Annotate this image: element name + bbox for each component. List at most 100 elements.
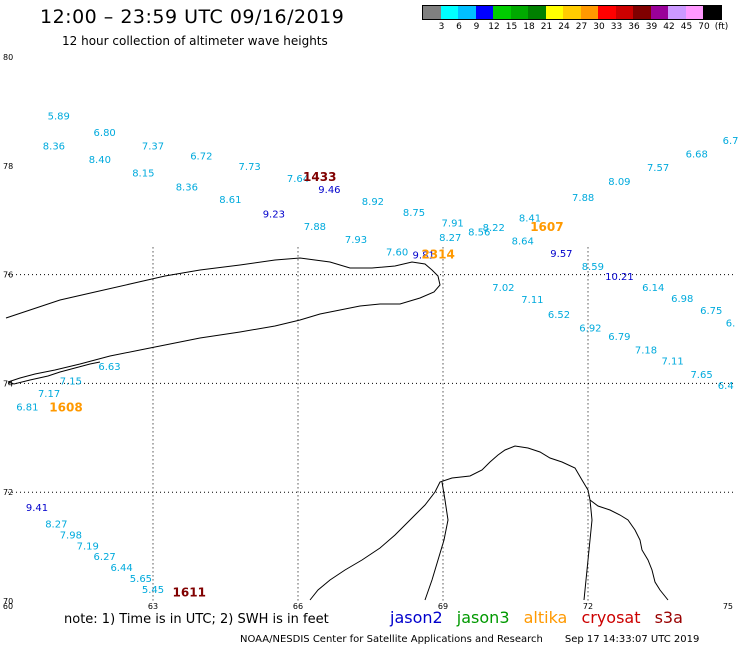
lat-axis-label: 76 [3,271,13,280]
wave-height-value: 6.79 [608,332,630,343]
legend-s3a: s3a [654,608,683,627]
wave-height-value: 7.64 [287,174,309,185]
pass-time-label: 1607 [530,220,563,234]
scale-label: (ft) [714,22,729,32]
scale-swatch [458,6,476,19]
page-title: 12:00 – 23:59 UTC 09/16/2019 [40,6,345,28]
pass-time-label: 1611 [173,586,206,600]
scale-label: 42 [663,22,675,32]
wave-height-value: 7.15 [60,376,82,387]
wave-height-value: 8.56 [468,227,490,238]
lon-axis-label: 66 [293,602,303,611]
wave-height-value: 6.27 [94,552,116,563]
footer-timestamp: Sep 17 14:33:07 UTC 2019 [564,634,700,645]
scale-swatch [685,6,703,19]
legend-jason3: jason3 [456,608,510,627]
scale-swatch [668,6,686,19]
wave-height-value: 6.68 [686,150,708,161]
wave-height-value: 6.98 [671,294,693,305]
footer-agency: NOAA/NESDIS Center for Satellite Applica… [240,634,543,645]
scale-label: 9 [473,22,480,32]
lon-axis-label: 72 [583,602,593,611]
scale-label: 33 [610,22,623,32]
scale-label: 45 [680,22,693,32]
lon-axis-label: 75 [723,602,733,611]
scale-swatch [545,6,563,19]
lat-axis-label: 70 [3,597,13,606]
wave-height-value: 6. [726,318,736,329]
legend-altika: altika [523,608,568,627]
scale-label: 21 [540,22,553,32]
wave-height-value: 5.89 [48,112,70,123]
pass-time-label: 1433 [303,170,336,184]
wave-height-value: 7.88 [572,193,594,204]
wave-height-value: 5.65 [130,574,152,585]
footer: NOAA/NESDIS Center for Satellite Applica… [240,634,699,645]
lon-axis-label: 69 [438,602,448,611]
scale-swatch [423,6,441,19]
wave-height-value: 7.17 [38,389,60,400]
pass-time-labels: 1433 1607 2314 1608 1611 [49,170,563,600]
wave-height-value: 7.88 [304,222,326,233]
pass-time-label: 1608 [49,401,82,415]
wave-height-value: 6.14 [642,283,664,294]
legend-jason2: jason2 [390,608,443,627]
wave-height-value: 8.09 [608,177,630,188]
wave-height-value: 7.18 [635,345,657,356]
scale-label: 3 [438,22,445,32]
color-scale-bar [422,5,722,20]
lat-axis-label: 78 [3,162,13,171]
wave-height-value: 6.81 [16,403,38,414]
page-subtitle: 12 hour collection of altimeter wave hei… [62,34,328,48]
wave-height-points: 5.89 6.80 7.37 6.72 7.73 7.64 8.36 8.40 8.15 8.36… [16,112,738,596]
scale-label: 18 [523,22,535,32]
wave-height-value: 8.27 [45,520,67,531]
wave-height-value: 6.4 [718,381,734,392]
legend-cryosat: cryosat [581,608,641,627]
wave-height-value: 8.15 [132,169,154,180]
wave-height-value: 10.21 [605,272,634,283]
scale-label: 70 [698,22,710,32]
wave-height-value: 7.37 [142,141,164,152]
wave-height-value: 7.60 [386,248,408,259]
scale-label: 15 [505,22,518,32]
scale-swatch [440,6,458,19]
wave-height-value: 5.45 [142,585,164,596]
coastline-novaya-zemlya-south [7,361,101,385]
wave-height-value: 7.57 [647,163,669,174]
lat-axis-label: 74 [3,379,13,388]
scale-swatch [650,6,668,19]
wave-height-value: 6.44 [110,563,132,574]
wave-height-value: 7.65 [690,370,712,381]
scale-label: 24 [558,22,570,32]
wave-height-value: 8.41 [519,213,541,224]
wave-height-value: 6.63 [98,362,120,373]
lon-axis-label: 63 [148,602,158,611]
wave-height-value: 7.93 [345,235,367,246]
wave-height-value: 8.36 [176,182,198,193]
color-scale-legend: 3 6 9 12 15 18 21 24 27 30 33 36 39 42 45 70 (ft) [422,5,728,32]
wave-height-value: 8.40 [89,155,111,166]
wave-height-value: 8.61 [219,195,241,206]
scale-swatch [615,6,633,19]
wave-height-value: 9.41 [26,503,48,514]
wave-height-value: 8.36 [43,141,65,152]
scale-swatch [703,6,721,19]
scale-swatch [510,6,528,19]
wave-height-value: 6.52 [548,310,570,321]
lon-axis-label: 60 [3,602,13,611]
scale-label: 6 [456,22,462,32]
wave-height-value: 7.11 [661,356,683,367]
scale-swatch [563,6,581,19]
wave-height-value: 6.92 [579,324,601,335]
lat-axis-label: 72 [3,488,13,497]
scale-swatch [493,6,511,19]
wave-height-value: 7.91 [442,219,464,230]
wave-height-value: 7.98 [60,530,82,541]
wave-height-value: 6.72 [190,151,212,162]
scale-label: 27 [575,22,588,32]
wave-height-value: 6.80 [94,128,116,139]
scale-swatch [475,6,493,19]
